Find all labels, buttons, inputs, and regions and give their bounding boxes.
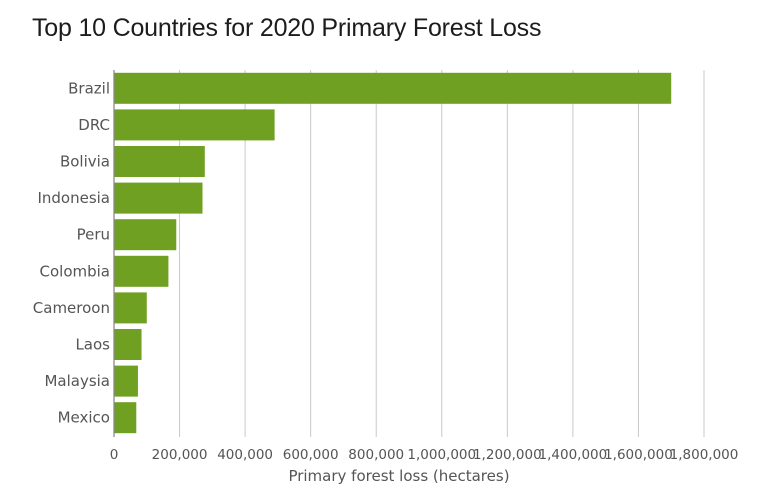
category-label-mexico: Mexico [58, 409, 110, 427]
bar-laos [114, 329, 142, 360]
x-tick-label-6: 1,200,000 [473, 447, 542, 463]
category-label-laos: Laos [75, 336, 110, 354]
category-label-malaysia: Malaysia [44, 372, 110, 390]
x-tick-label-1: 200,000 [152, 447, 208, 463]
category-label-cameroon: Cameroon [33, 299, 110, 317]
x-tick-label-5: 1,000,000 [407, 447, 476, 463]
category-label-drc: DRC [78, 116, 110, 134]
x-axis-title: Primary forest loss (hectares) [288, 467, 509, 485]
bar-mexico [114, 402, 137, 434]
x-tick-label-2: 400,000 [217, 447, 273, 463]
x-tick-labels: 0 200,000 400,000 600,000 800,000 1,000,0001,… [110, 447, 739, 463]
x-tick-label-8: 1,600,000 [604, 447, 673, 463]
x-tick-label-4: 800,000 [348, 447, 404, 463]
category-label-peru: Peru [77, 226, 110, 244]
x-tick-label-0: 0 [110, 447, 119, 463]
bar-peru [114, 219, 177, 251]
category-label-bolivia: Bolivia [60, 153, 110, 171]
bar-brazil [114, 72, 672, 104]
bar-drc [114, 109, 275, 141]
category-label-indonesia: Indonesia [37, 189, 110, 207]
bar-indonesia [114, 182, 203, 214]
category-label-brazil: Brazil [68, 79, 110, 97]
x-tick-label-3: 600,000 [283, 447, 339, 463]
category-labels: Brazil DRC Bolivia Indonesia Peru Colombia Cam… [33, 79, 110, 426]
category-label-colombia: Colombia [40, 262, 111, 280]
chart-title: Top 10 Countries for 2020 Primary Forest… [32, 14, 542, 42]
bar-cameroon [114, 292, 147, 324]
bars [114, 72, 672, 434]
x-tick-label-7: 1,400,000 [539, 447, 608, 463]
bar-malaysia [114, 365, 138, 397]
x-tick-label-9: 1,800,000 [670, 447, 739, 463]
bar-colombia [114, 255, 169, 287]
bar-bolivia [114, 146, 205, 177]
